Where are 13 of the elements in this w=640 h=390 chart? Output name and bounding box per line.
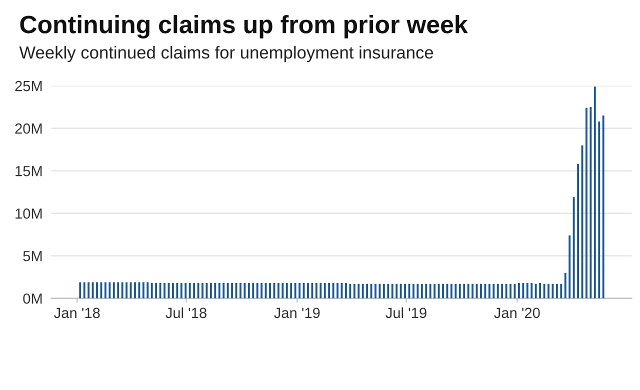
y-tick-label: 25M (15, 80, 42, 92)
x-tick-label: Jan '18 (54, 308, 100, 318)
y-tick-label: 0M (23, 293, 42, 304)
y-tick-label: 5M (23, 251, 42, 262)
y-tick-label: 20M (15, 123, 42, 134)
chart-subtitle: Weekly continued claims for unemployment insurance (19, 46, 434, 62)
x-tick-label: Jan '20 (494, 308, 540, 318)
x-tick-label: Jul '18 (166, 307, 206, 318)
x-tick-label: Jan '19 (274, 308, 320, 318)
chart-title: Continuing claims up from prior week (20, 15, 468, 38)
x-tick-label: Jul '19 (386, 307, 426, 318)
y-tick-label: 10M (16, 208, 42, 219)
y-tick-label: 15M (16, 166, 42, 176)
